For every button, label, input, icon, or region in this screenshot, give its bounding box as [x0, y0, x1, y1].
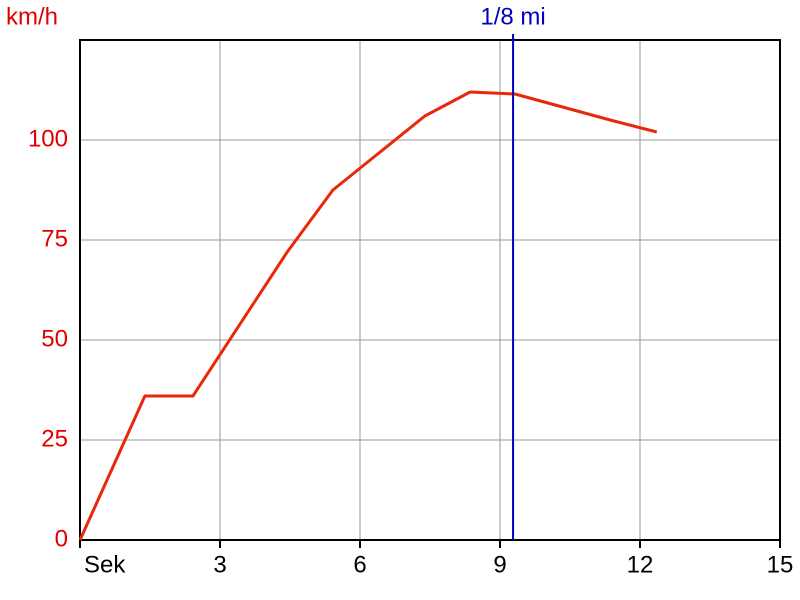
- x-tick-label: Sek: [84, 551, 126, 578]
- distance-marker-label: 1/8 mi: [480, 3, 545, 30]
- y-axis-label: km/h: [6, 3, 58, 30]
- y-tick-label: 25: [41, 425, 68, 452]
- y-tick-label: 0: [55, 525, 68, 552]
- plot-border: [79, 39, 781, 541]
- y-tick-label: 75: [41, 225, 68, 252]
- data-line: [78, 90, 658, 541]
- x-tick-label: 3: [213, 551, 226, 578]
- x-tick-label: 6: [353, 551, 366, 578]
- y-tick-label: 100: [28, 125, 68, 152]
- x-tick-label: 9: [493, 551, 506, 578]
- x-tick-label: 15: [767, 551, 794, 578]
- y-tick-label: 50: [41, 325, 68, 352]
- x-tick-label: 12: [627, 551, 654, 578]
